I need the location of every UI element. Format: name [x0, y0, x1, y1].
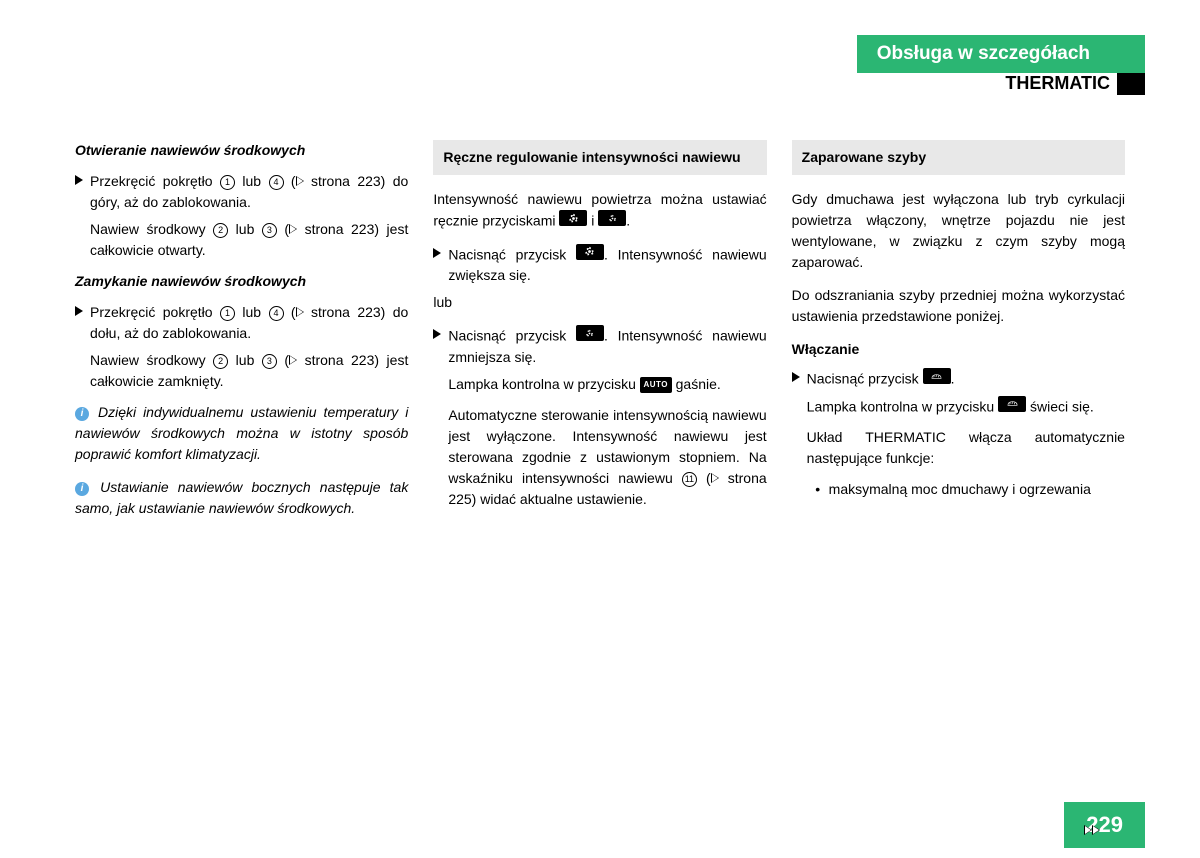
page-ref-icon [711, 473, 719, 483]
auto-lamp-off: Lampka kontrolna w przycisku AUTO gaśnie… [448, 374, 766, 395]
fan-down-icon [598, 210, 626, 226]
content-columns: Otwieranie nawiewów środkowych Przekręci… [75, 140, 1125, 531]
defrost-lamp: Lampka kontrolna w przycisku świeci się. [807, 396, 1125, 418]
chapter-header: Obsługa w szczegółach [857, 35, 1145, 73]
ref-circle-4: 4 [269, 306, 284, 321]
info-note-2: i Ustawianie nawiewów bocznych następuje… [75, 477, 408, 519]
triangle-bullet-icon [433, 329, 441, 339]
triangle-bullet-icon [792, 372, 800, 382]
ref-circle-1: 1 [220, 175, 235, 190]
triangle-bullet-icon [75, 306, 83, 316]
heading-open-vents: Otwieranie nawiewów środkowych [75, 140, 408, 161]
step-open-1: Przekręcić pokrętło 1 lub 4 ( strona 223… [75, 171, 408, 213]
intro-manual: Intensywność nawiewu powietrza można ust… [433, 189, 766, 232]
triangle-bullet-icon [433, 248, 441, 258]
auto-explanation: Automatyczne sterowanie intensywnością n… [448, 405, 766, 510]
column-3: Zaparowane szyby Gdy dmuchawa jest wyłąc… [792, 140, 1125, 531]
page-ref-icon [289, 224, 297, 234]
defrost-icon [923, 368, 951, 384]
ref-circle-1: 1 [220, 306, 235, 321]
heading-enable: Włączanie [792, 339, 1125, 360]
info-icon: i [75, 407, 89, 421]
thermatic-auto: Układ THERMATIC włącza automatycznie nas… [807, 427, 1125, 469]
step-fan-up: Nacisnąć przycisk . Intensywność nawiewu… [433, 244, 766, 287]
result-close: Nawiew środkowy 2 lub 3 ( strona 223) je… [90, 350, 408, 392]
or-text: lub [433, 292, 766, 313]
func-max-blower: maksymalną moc dmuchawy i ogrzewania [829, 479, 1125, 500]
ref-circle-3: 3 [262, 223, 277, 238]
fan-up-icon [559, 210, 587, 226]
fan-down-icon [576, 325, 604, 341]
continue-indicator [1084, 822, 1100, 838]
step-close-1: Przekręcić pokrętło 1 lub 4 ( strona 223… [75, 302, 408, 344]
column-1: Otwieranie nawiewów środkowych Przekręci… [75, 140, 408, 531]
section-header-manual: Ręczne regulowanie intensywności nawiewu [433, 140, 766, 175]
step-fan-down: Nacisnąć przycisk . Intensywność nawiewu… [433, 325, 766, 368]
page-ref-icon [296, 176, 304, 186]
ref-circle-3: 3 [262, 354, 277, 369]
section-header-fogged: Zaparowane szyby [792, 140, 1125, 175]
ref-circle-11: 11 [682, 472, 697, 487]
ref-circle-4: 4 [269, 175, 284, 190]
ref-circle-2: 2 [213, 223, 228, 238]
defrost-intro: Do odszraniania szyby przedniej można wy… [792, 285, 1125, 327]
auto-button-icon: AUTO [640, 377, 672, 393]
page-number: 229 [1064, 802, 1145, 848]
ref-circle-2: 2 [213, 354, 228, 369]
result-open: Nawiew środkowy 2 lub 3 ( strona 223) je… [90, 219, 408, 261]
section-title: THERMATIC [1005, 73, 1110, 94]
fan-up-icon [576, 244, 604, 260]
function-list: •maksymalną moc dmuchawy i ogrzewania [807, 479, 1125, 500]
column-2: Ręczne regulowanie intensywności nawiewu… [433, 140, 766, 531]
fog-explain: Gdy dmuchawa jest wyłączona lub tryb cyr… [792, 189, 1125, 273]
heading-close-vents: Zamykanie nawiewów środkowych [75, 271, 408, 292]
info-icon: i [75, 482, 89, 496]
info-note-1: i Dzięki indywidualnemu ustawieniu tempe… [75, 402, 408, 465]
page-ref-icon [296, 307, 304, 317]
page-edge-marker [1117, 73, 1145, 95]
step-defrost: Nacisnąć przycisk . [792, 368, 1125, 390]
defrost-icon [998, 396, 1026, 412]
page-ref-icon [289, 355, 297, 365]
triangle-bullet-icon [75, 175, 83, 185]
